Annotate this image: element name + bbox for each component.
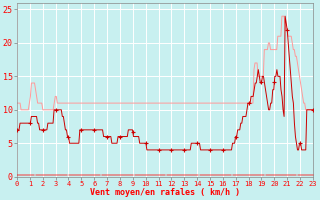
X-axis label: Vent moyen/en rafales ( km/h ): Vent moyen/en rafales ( km/h ) <box>90 188 240 197</box>
